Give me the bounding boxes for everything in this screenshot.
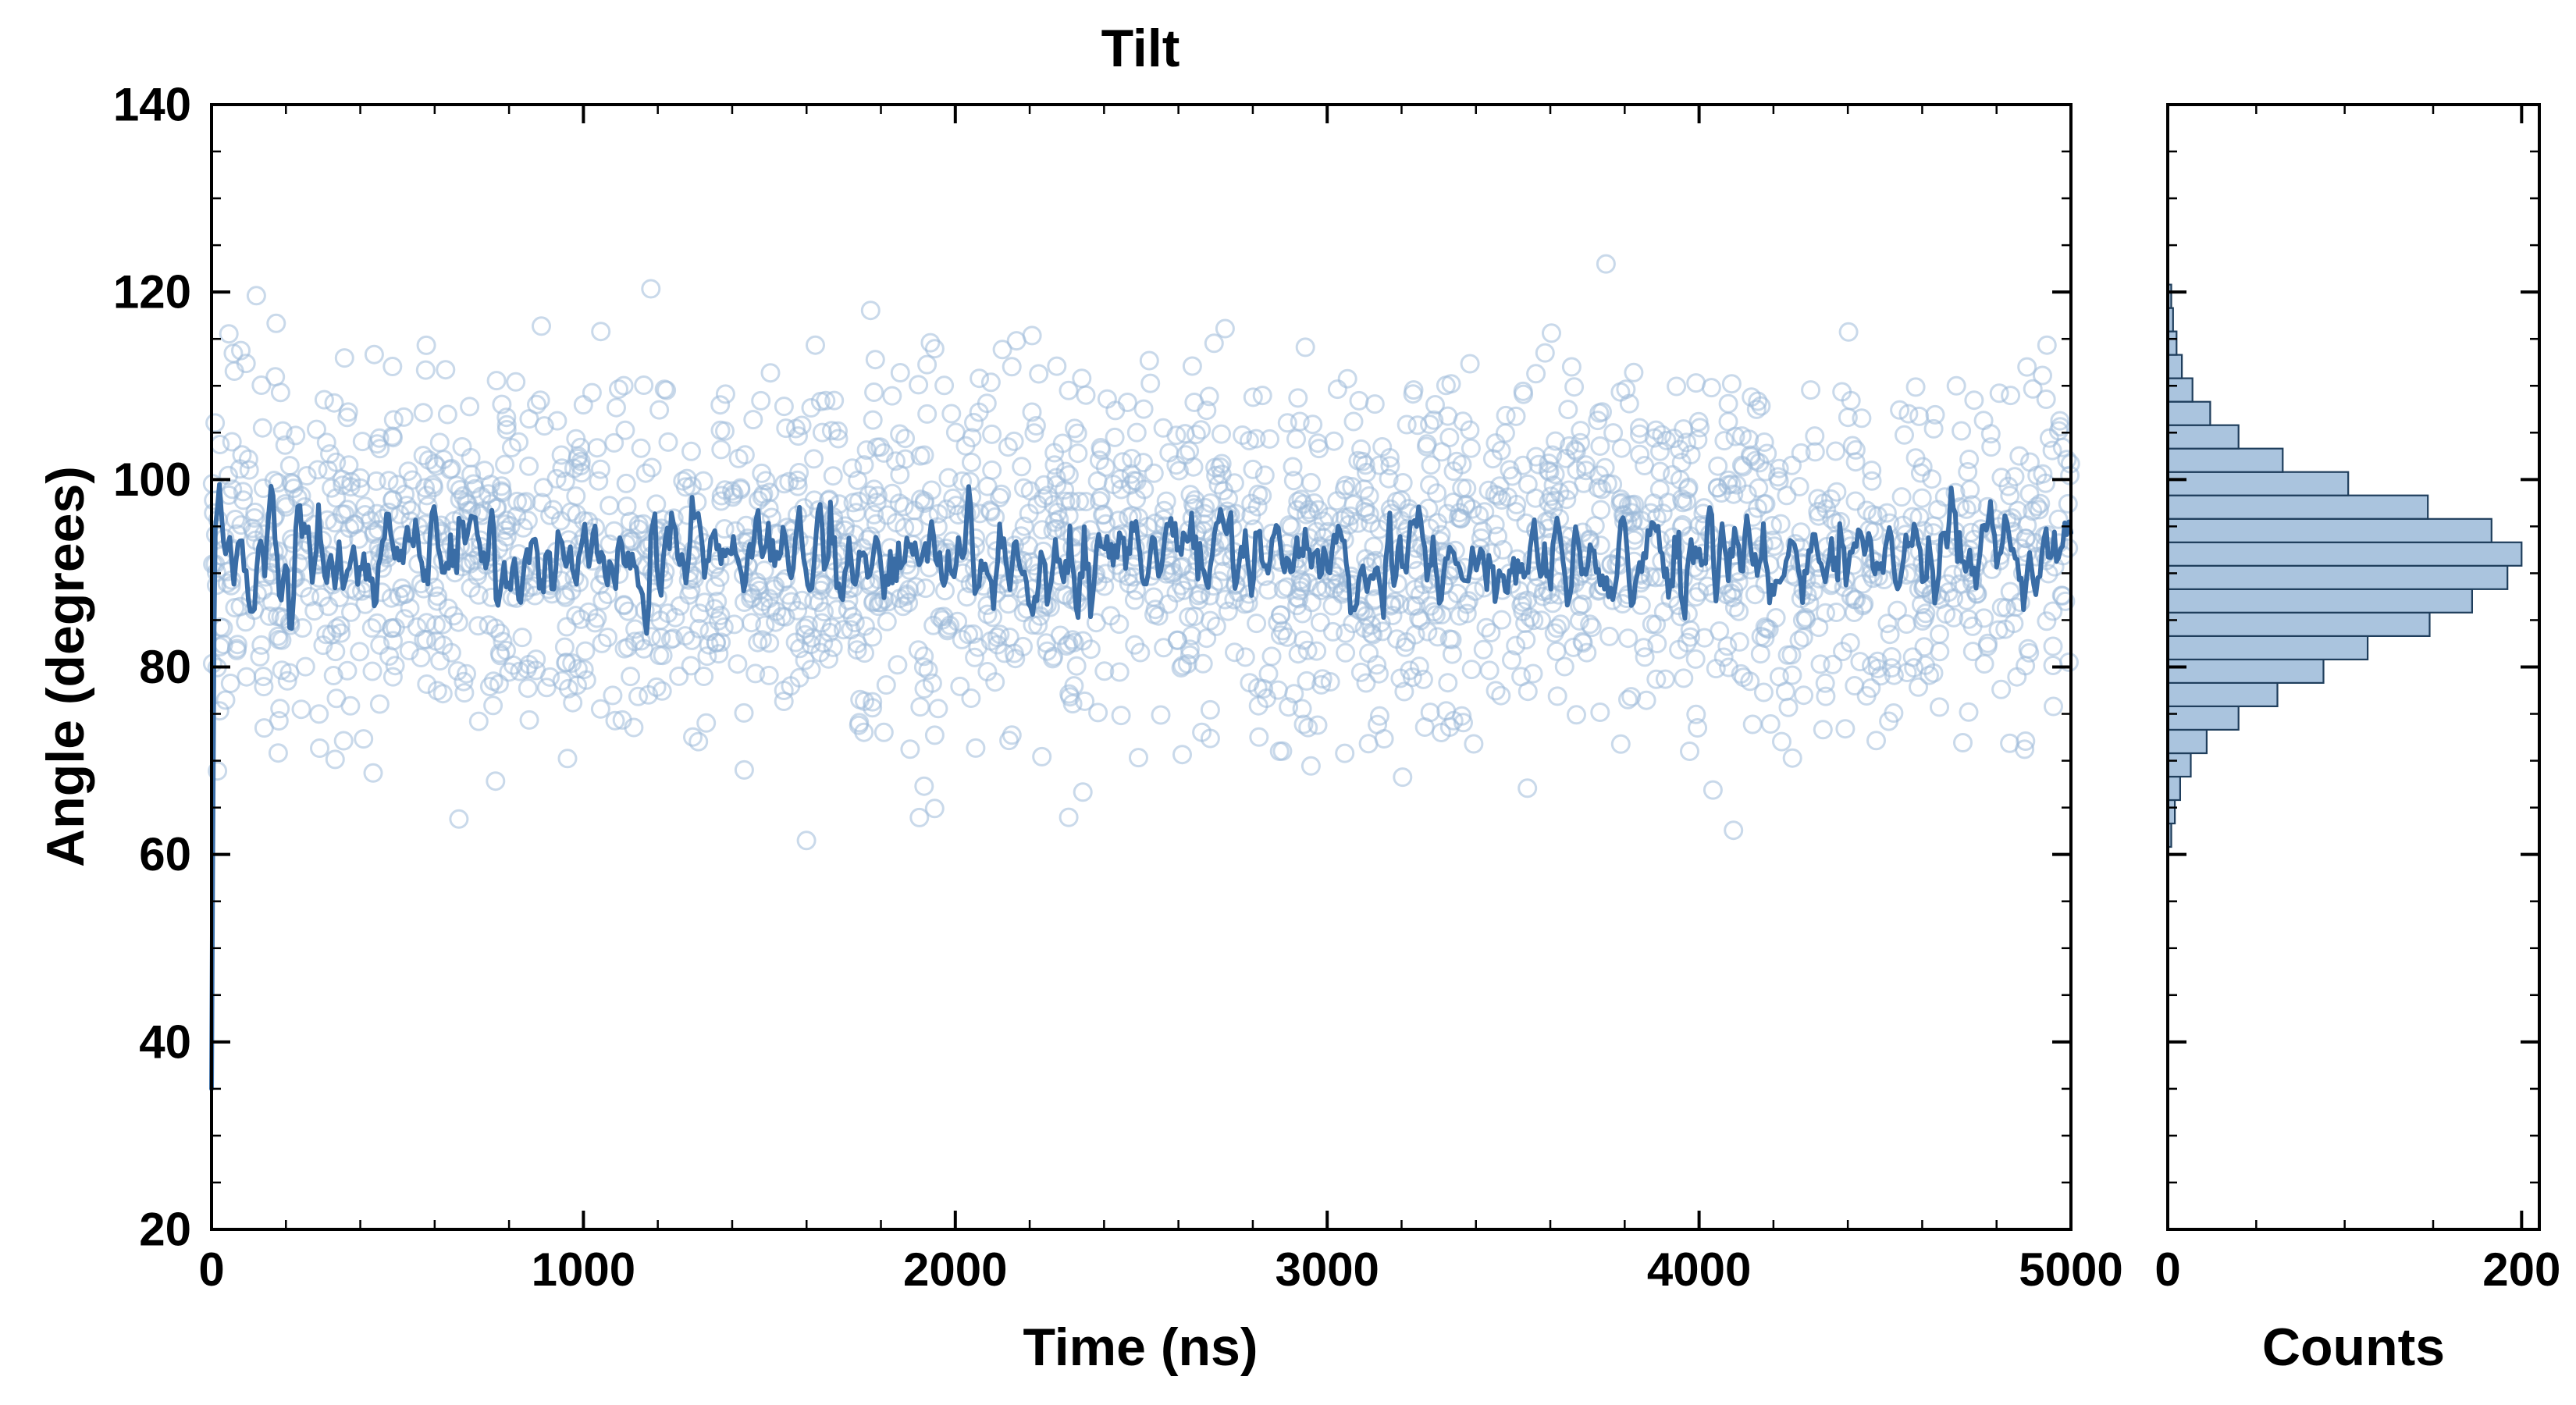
main-y-tick-labels: 20 40 60 80 100 120 140	[113, 79, 191, 1256]
svg-text:0: 0	[198, 1243, 224, 1296]
svg-text:80: 80	[139, 641, 191, 693]
chart-title: Tilt	[1101, 19, 1180, 78]
svg-text:120: 120	[113, 266, 191, 318]
main-x-tick-labels: 0 1000 2000 3000 4000 5000	[198, 1243, 2122, 1296]
histogram-ticks	[2166, 103, 2539, 1231]
main-plot-ticks	[210, 103, 2073, 1231]
svg-text:200: 200	[2482, 1243, 2560, 1296]
svg-text:5000: 5000	[2019, 1243, 2122, 1296]
svg-text:140: 140	[113, 79, 191, 131]
svg-text:0: 0	[2154, 1243, 2180, 1296]
time-axis-label: Time (ns)	[1023, 1318, 1258, 1377]
svg-text:3000: 3000	[1275, 1243, 1379, 1296]
hist-x-tick-labels: 0 200	[2154, 1243, 2560, 1296]
scatter-points	[202, 254, 2080, 851]
running-mean-line	[209, 482, 2073, 1091]
angle-axis-label: Angle (degrees)	[36, 466, 95, 867]
svg-text:2000: 2000	[903, 1243, 1007, 1296]
svg-text:40: 40	[139, 1016, 191, 1068]
histogram-bars	[2166, 283, 2523, 848]
svg-text:20: 20	[139, 1204, 191, 1256]
svg-text:100: 100	[113, 454, 191, 506]
counts-axis-label: Counts	[2261, 1318, 2446, 1377]
svg-text:4000: 4000	[1647, 1243, 1751, 1296]
svg-text:60: 60	[139, 828, 191, 880]
svg-text:1000: 1000	[532, 1243, 635, 1296]
